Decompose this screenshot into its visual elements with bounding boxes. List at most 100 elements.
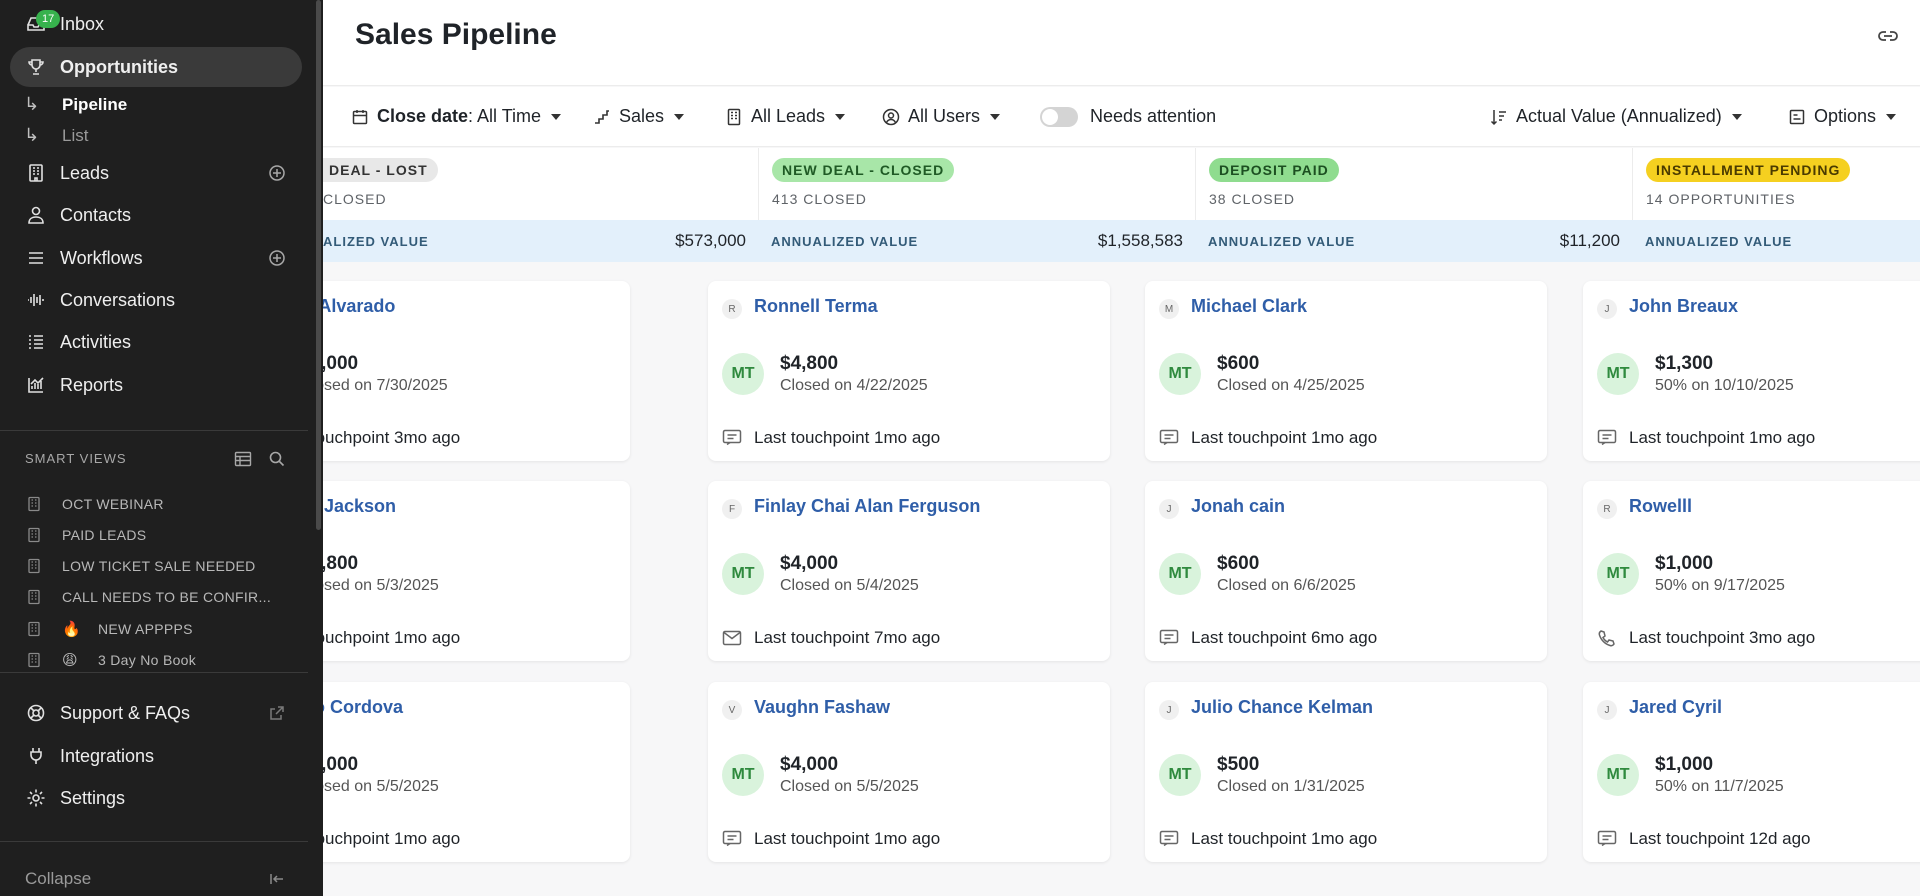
pipeline-filter[interactable]: Sales	[593, 106, 685, 127]
sidebar-scrollbar[interactable]	[316, 0, 321, 530]
avatar: MT	[722, 754, 764, 796]
gear-icon	[26, 788, 46, 808]
opportunity-card[interactable]: J Jared Cyril MT $1,000 50% on 11/7/2025 Last…	[1583, 682, 1920, 862]
opportunity-card[interactable]: Keith Jackson $4,800 Closed on 5/3/2025 Las…	[323, 481, 630, 661]
sidebar-item-workflows[interactable]: Workflows	[10, 238, 302, 278]
opportunity-card[interactable]: J John Breaux MT $1,300 50% on 10/10/2025 Las…	[1583, 281, 1920, 461]
opportunity-name-link[interactable]: Rowelll	[1629, 496, 1693, 516]
opportunity-card[interactable]: V Vaughn Fashaw MT $4,000 Closed on 5/5/2025…	[708, 682, 1110, 862]
smart-view-item[interactable]: LOW TICKET SALE NEEDED	[26, 558, 256, 574]
contact-initial: J	[1159, 499, 1179, 519]
column-value-bar: ANNUALIZED VALUE $1,558,583	[758, 220, 1195, 262]
sidebar-item-contacts[interactable]: Contacts	[10, 195, 302, 235]
opportunity-value: $4,000	[780, 754, 839, 775]
users-filter[interactable]: All Users	[882, 106, 1001, 127]
link-icon[interactable]	[1876, 24, 1900, 48]
sidebar-item-leads[interactable]: Leads	[10, 153, 302, 193]
sidebar-item-inbox[interactable]: 17 Inbox	[10, 4, 302, 44]
opportunity-card[interactable]: F Finlay Chai Alan Ferguson MT $4,000 Closed…	[708, 481, 1110, 661]
opportunity-name-link[interactable]: Jack Alvarado	[323, 296, 396, 316]
smart-view-item[interactable]: 😩 3 Day No Book	[26, 651, 196, 669]
smart-view-item[interactable]: PAID LEADS	[26, 527, 146, 543]
contact-initial: J	[1597, 299, 1617, 319]
opportunity-value: $4,800	[780, 353, 839, 374]
sidebar-item-conversations[interactable]: Conversations	[10, 280, 302, 320]
search-icon[interactable]	[268, 450, 286, 468]
leads-filter[interactable]: All Leads	[725, 106, 846, 127]
stage-count: CLOSED	[323, 191, 387, 207]
options-menu[interactable]: Options	[1788, 106, 1897, 127]
sidebar-item-reports[interactable]: Reports	[10, 365, 302, 405]
opportunity-card[interactable]: J Jonah cain MT $600 Closed on 6/6/2025 Last …	[1145, 481, 1547, 661]
table-view-icon[interactable]	[234, 450, 252, 468]
inbox-badge: 17	[36, 10, 61, 28]
sidebar-collapse-button[interactable]: Collapse	[10, 859, 302, 896]
opportunity-card[interactable]: Pedro Cordova $4,000 Closed on 5/5/2025 Las…	[323, 682, 630, 862]
opportunity-card[interactable]: Jack Alvarado $6,000 Closed on 7/30/2025 La…	[323, 281, 630, 461]
opportunity-value: $4,000	[323, 754, 359, 775]
opportunity-card[interactable]: R Rowelll MT $1,000 50% on 9/17/2025 Last tou…	[1583, 481, 1920, 661]
subitem-arrow-icon: ↳	[24, 125, 40, 145]
opportunity-date: Closed on 5/5/2025	[323, 778, 439, 795]
opportunity-name-link[interactable]: Vaughn Fashaw	[754, 697, 891, 717]
opportunity-name-link[interactable]: Jared Cyril	[1629, 697, 1723, 717]
smart-view-item[interactable]: OCT WEBINAR	[26, 496, 164, 512]
sidebar-subitem-pipeline[interactable]: ↳ Pipeline	[24, 94, 127, 115]
smart-view-item[interactable]: 🔥 NEW APPPPS	[26, 620, 193, 638]
sidebar-subitem-list[interactable]: ↳ List	[24, 125, 88, 146]
chevron-down-icon	[835, 113, 846, 120]
opportunity-value: $1,000	[1655, 754, 1714, 775]
opportunity-card[interactable]: M Michael Clark MT $600 Closed on 4/25/2025 L…	[1145, 281, 1547, 461]
page-title: Sales Pipeline	[355, 18, 557, 51]
add-workflow-icon[interactable]	[268, 249, 286, 267]
opportunity-name-link[interactable]: Michael Clark	[1191, 296, 1308, 316]
sidebar-item-label: Opportunities	[60, 56, 178, 77]
sidebar-item-support[interactable]: Support & FAQs	[10, 693, 302, 733]
opportunity-name-link[interactable]: Julio Chance Kelman	[1191, 697, 1374, 717]
sidebar-item-label: Workflows	[60, 247, 143, 268]
fire-emoji-icon: 🔥	[62, 621, 81, 638]
add-lead-icon[interactable]	[268, 164, 286, 182]
sidebar-item-opportunities[interactable]: Opportunities	[10, 47, 302, 87]
sidebar-item-integrations[interactable]: Integrations	[10, 736, 302, 776]
sidebar-item-activities[interactable]: Activities	[10, 322, 302, 362]
trophy-icon	[26, 57, 46, 77]
sidebar-item-label: Pipeline	[62, 94, 128, 114]
opportunity-value: $4,000	[780, 553, 839, 574]
filter-bar: Close date : All Time Sales All Leads Al…	[323, 87, 1920, 147]
opportunity-name-link[interactable]: Jonah cain	[1191, 496, 1286, 516]
user-circle-icon	[882, 108, 900, 125]
opportunity-card[interactable]: J Julio Chance Kelman MT $500 Closed on 1/31…	[1145, 682, 1547, 862]
opportunity-card[interactable]: R Ronnell Terma MT $4,800 Closed on 4/22/202…	[708, 281, 1110, 461]
stage-tag: DEAL - LOST	[323, 158, 438, 182]
close-date-filter[interactable]: Close date : All Time	[351, 106, 562, 127]
column-value-bar: ANNUALIZED VALUE $11,200	[1195, 220, 1632, 262]
building-icon	[26, 163, 46, 183]
main-content: Sales Pipeline Close date : All Time Sal…	[323, 0, 1920, 896]
opportunity-date: Closed on 7/30/2025	[323, 377, 448, 394]
opportunity-value: $500	[1217, 754, 1260, 775]
sidebar-item-label: Support & FAQs	[60, 702, 191, 723]
needs-attention-toggle[interactable]	[1040, 106, 1078, 127]
opportunity-name-link[interactable]: Keith Jackson	[323, 496, 397, 516]
stage-tag: NEW DEAL - CLOSED	[772, 158, 955, 182]
opportunity-date: Closed on 5/4/2025	[780, 577, 919, 594]
opportunity-name-link[interactable]: Finlay Chai Alan Ferguson	[754, 496, 981, 516]
avatar: MT	[1159, 553, 1201, 595]
smart-view-item[interactable]: CALL NEEDS TO BE CONFIR...	[26, 589, 271, 605]
chevron-down-icon	[674, 113, 685, 120]
list-lines-icon	[26, 248, 46, 268]
last-touchpoint: Last touchpoint 3mo ago	[323, 428, 461, 447]
opportunity-name-link[interactable]: John Breaux	[1629, 296, 1739, 316]
lifebuoy-icon	[26, 703, 46, 723]
opportunity-name-link[interactable]: Ronnell Terma	[754, 296, 878, 316]
message-icon	[1597, 429, 1617, 447]
chevron-down-icon	[1731, 113, 1742, 120]
sort-filter[interactable]: Actual Value (Annualized)	[1490, 106, 1742, 127]
opportunity-name-link[interactable]: Pedro Cordova	[323, 697, 404, 717]
last-touchpoint: Last touchpoint 6mo ago	[1191, 628, 1378, 647]
sidebar-item-settings[interactable]: Settings	[10, 778, 302, 818]
smart-view-label: OCT WEBINAR	[62, 496, 164, 512]
column-value-bar: ALIZED VALUE $573,000	[323, 220, 758, 262]
needs-attention-filter[interactable]: Needs attention	[1040, 106, 1216, 127]
